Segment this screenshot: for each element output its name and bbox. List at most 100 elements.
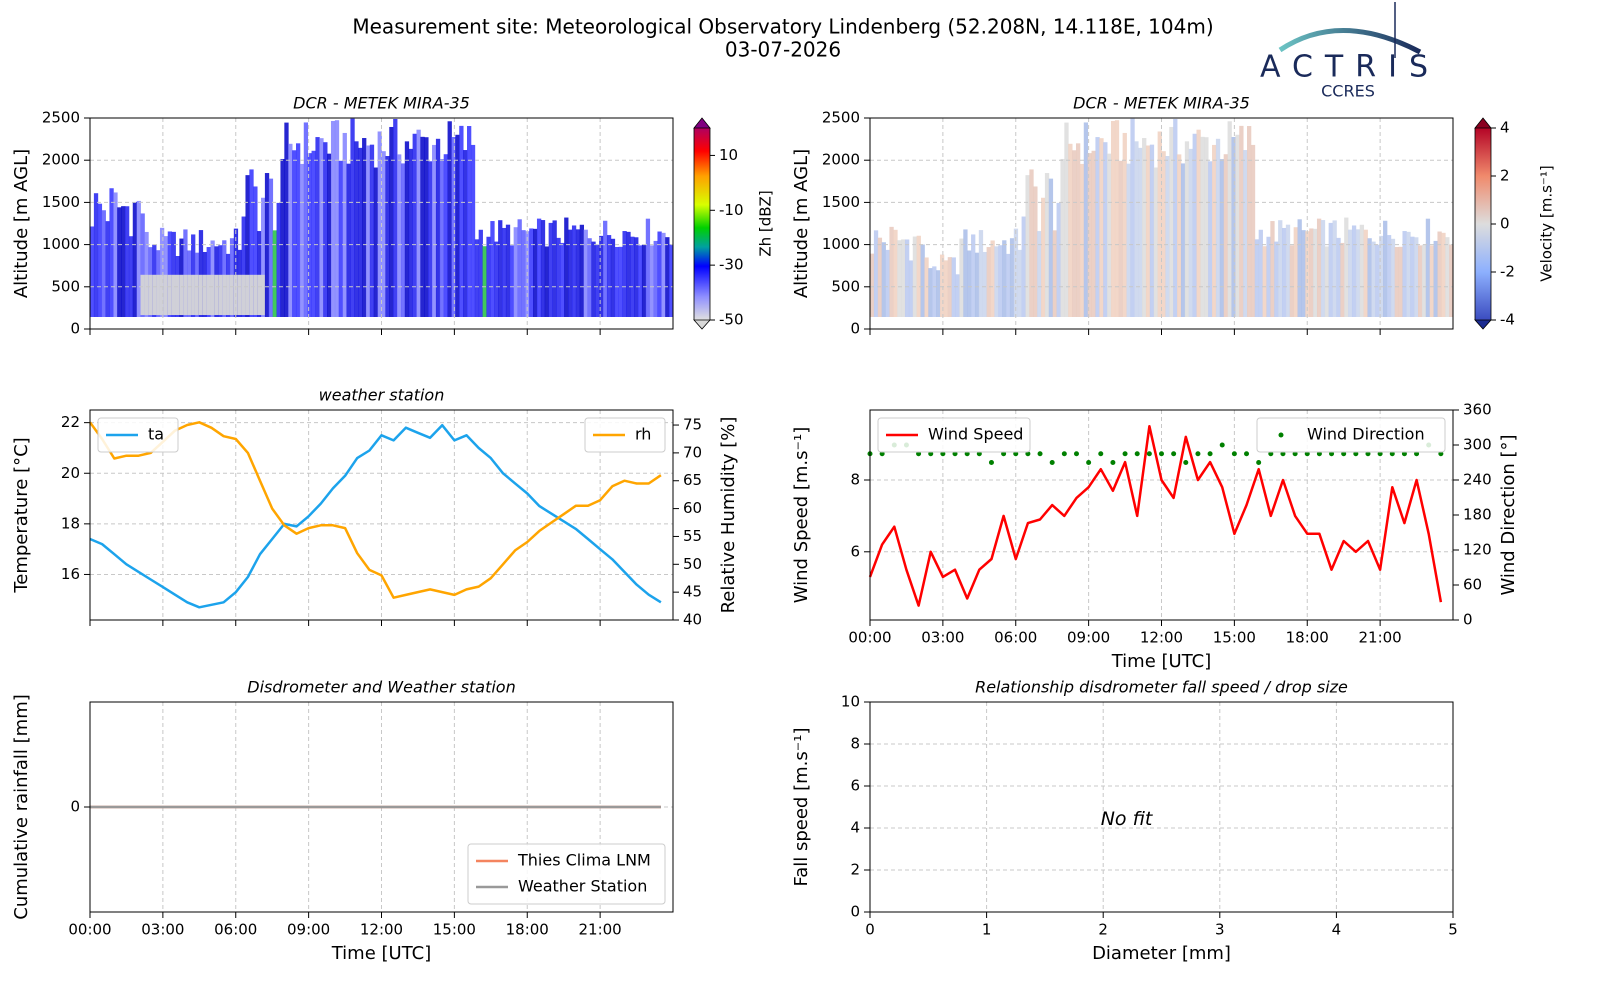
radar-texture xyxy=(1316,218,1322,317)
radar-texture xyxy=(397,154,402,317)
radar-texture xyxy=(1375,244,1380,317)
colorbar-tick-label: -30 xyxy=(719,256,744,274)
radar-texture xyxy=(276,202,281,317)
radar-texture xyxy=(1421,244,1427,317)
colorbar-tick-label: 2 xyxy=(1500,167,1510,185)
radar-texture xyxy=(1165,156,1170,317)
radar-texture xyxy=(936,270,941,317)
radar-texture xyxy=(226,274,231,315)
radar-texture xyxy=(1095,137,1100,317)
radar-texture xyxy=(939,254,945,317)
radar-texture xyxy=(1114,120,1120,317)
radar-texture xyxy=(1371,241,1376,317)
radar-texture xyxy=(253,186,258,317)
radar-texture xyxy=(132,202,138,317)
radar-texture xyxy=(319,138,324,317)
radar-texture xyxy=(1418,245,1423,317)
radar-texture xyxy=(1048,178,1054,317)
radar-texture xyxy=(885,249,890,317)
radar-texture xyxy=(1041,197,1046,317)
radar-texture xyxy=(1297,219,1302,317)
radar-texture xyxy=(1235,134,1240,317)
radar-texture xyxy=(1363,229,1368,317)
radar-texture xyxy=(904,239,910,317)
radar-texture xyxy=(439,159,445,317)
radar-texture xyxy=(1410,236,1415,317)
radar-texture xyxy=(1348,229,1353,317)
radar-texture xyxy=(1254,239,1260,317)
radar-texture xyxy=(1344,217,1349,317)
radar-texture xyxy=(1122,132,1127,317)
radar-texture xyxy=(568,229,573,317)
radar-texture xyxy=(1204,137,1209,317)
radar-texture xyxy=(284,122,289,317)
radar-texture xyxy=(1091,150,1096,317)
y-tick-label: 2 xyxy=(850,861,860,879)
radar-texture xyxy=(556,237,561,317)
radar-texture xyxy=(124,206,130,317)
radar-texture xyxy=(482,246,487,317)
radar-texture xyxy=(1192,133,1197,317)
radar-texture xyxy=(428,161,433,317)
panel-title: DCR - METEK MIRA-35 xyxy=(293,94,470,113)
radar-texture xyxy=(1033,186,1038,317)
radar-texture xyxy=(1087,153,1092,317)
radar-texture xyxy=(1406,231,1411,317)
y2-tick-label: 360 xyxy=(1463,401,1492,419)
y2-tick-label: 60 xyxy=(1463,576,1482,594)
radar-texture xyxy=(595,244,600,317)
radar-texture xyxy=(494,241,499,317)
radar-texture xyxy=(315,137,320,317)
radar-texture xyxy=(385,156,390,317)
radar-texture xyxy=(1157,131,1162,317)
radar-texture xyxy=(1188,148,1193,317)
radar-texture xyxy=(501,227,507,317)
figure-title: Measurement site: Meteorological Observa… xyxy=(352,15,1213,39)
radar-texture xyxy=(932,266,937,317)
radar-texture xyxy=(986,247,991,317)
radar-texture xyxy=(618,246,623,317)
radar-texture xyxy=(1118,160,1124,317)
radar-texture xyxy=(1332,220,1337,317)
radar-texture xyxy=(1379,235,1384,317)
radar-texture xyxy=(1184,141,1190,317)
legend-marker xyxy=(1278,432,1284,438)
radar-texture xyxy=(1247,126,1252,317)
radar-texture xyxy=(1161,151,1166,317)
radar-texture xyxy=(249,274,254,315)
radar-texture xyxy=(1274,241,1279,317)
y-tick-label: 0 xyxy=(850,320,860,338)
y2-tick-label: 75 xyxy=(683,416,702,434)
x-tick-label: 1 xyxy=(982,921,992,939)
radar-texture xyxy=(470,144,476,317)
radar-texture xyxy=(113,192,118,317)
radar-texture xyxy=(486,236,491,317)
y2-tick-label: 65 xyxy=(683,471,702,489)
radar-texture xyxy=(408,148,413,317)
radar-texture xyxy=(490,221,495,317)
radar-texture xyxy=(257,274,262,315)
radar-texture xyxy=(97,203,103,317)
radar-texture xyxy=(1449,244,1454,317)
x-tick-label: 09:00 xyxy=(1067,629,1110,647)
legend-box xyxy=(467,843,666,905)
radar-texture xyxy=(187,274,192,315)
radar-texture xyxy=(432,144,437,317)
y2-tick-label: 0 xyxy=(1463,611,1473,629)
radar-texture xyxy=(1052,230,1057,317)
radar-texture xyxy=(237,274,242,315)
radar-texture xyxy=(916,235,921,317)
radar-texture xyxy=(951,257,956,317)
y2-tick-label: 55 xyxy=(683,527,702,545)
radar-texture xyxy=(140,213,145,317)
radar-texture xyxy=(369,144,375,317)
radar-texture xyxy=(669,244,674,317)
colorbar-tick-label: 10 xyxy=(719,146,738,164)
radar-texture xyxy=(1099,138,1104,317)
y2-axis-label: Wind Direction [°] xyxy=(1498,434,1519,595)
radar-texture xyxy=(1169,126,1174,317)
y2-tick-label: 180 xyxy=(1463,506,1492,524)
radar-texture xyxy=(1075,143,1081,317)
radar-texture xyxy=(393,118,398,317)
x-tick-label: 3 xyxy=(1215,921,1225,939)
